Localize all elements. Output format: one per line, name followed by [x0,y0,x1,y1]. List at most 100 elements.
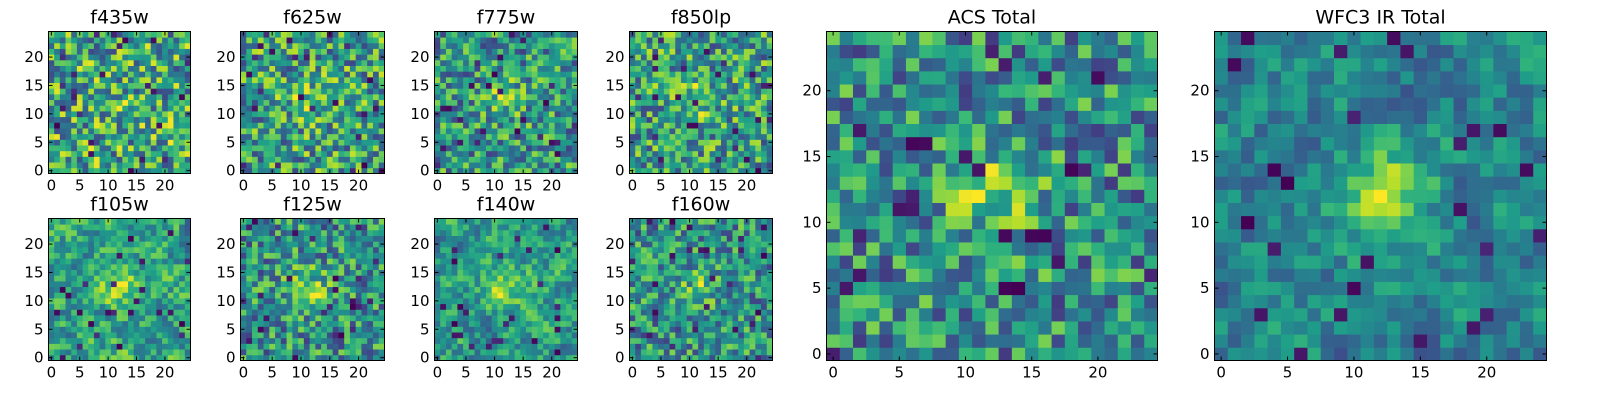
heatmap-cell [269,111,276,118]
heatmap-cell [468,88,475,95]
heatmap-cell [349,99,357,106]
heatmap-cell [173,167,180,174]
heatmap-cell [378,235,385,242]
heatmap-cell [434,65,441,72]
heatmap-cell [173,105,180,112]
heatmap-cell [156,59,163,66]
heatmap-cell [173,71,180,78]
heatmap-cell [703,315,710,322]
heatmap-cell [560,258,567,265]
heatmap-cell [548,309,556,316]
heatmap-cell [378,309,385,316]
heatmap-cell [139,42,146,49]
heatmap-cell [766,76,773,84]
heatmap-cell [71,241,78,248]
heatmap-cell [71,99,78,106]
heatmap-cell [635,167,642,174]
heatmap-cell [463,332,470,339]
heatmap-cell [99,48,106,55]
heatmap-cell [184,65,191,72]
heatmap-cell [686,48,693,55]
heatmap-cell [280,354,287,361]
heatmap-cell [571,280,578,288]
heatmap-cell [246,156,253,163]
heatmap-cell [54,309,61,316]
heatmap-cell [566,139,573,146]
heatmap-cell [105,65,112,72]
heatmap-cell [468,258,475,265]
heatmap-cell [179,162,186,169]
heatmap-cell [179,82,186,89]
heatmap-cell [434,315,441,322]
heatmap-cell [110,82,118,89]
heatmap-cell [286,337,293,344]
heatmap-cell [133,263,140,271]
heatmap-cell [133,246,140,253]
heatmap-cell [59,111,66,118]
heatmap-cell [372,337,380,344]
heatmap-cell [445,116,453,123]
heatmap-cell [663,122,670,129]
heatmap-cell [110,326,118,333]
heatmap-cell [110,71,118,78]
heatmap-cell [635,54,642,61]
heatmap-cell [726,105,733,112]
heatmap-cell [680,280,688,288]
heatmap-cell [105,76,112,84]
heatmap-cell [526,309,533,316]
heatmap-cell [445,37,453,44]
heatmap-cell [686,128,693,135]
heatmap-cell [571,235,578,242]
heatmap-cell [110,37,118,44]
heatmap-cell [468,263,475,271]
heatmap-cell [497,218,504,225]
heatmap-cell [468,315,475,322]
heatmap-cell [698,116,705,123]
heatmap-cell [65,292,72,299]
heatmap-cell [367,59,374,66]
y-tick-label: 15 [24,76,43,94]
heatmap-cell [520,349,527,356]
heatmap-cell [372,241,380,248]
heatmap-cell [76,88,83,95]
heatmap-cell [128,150,135,157]
heatmap-cell [71,326,78,333]
heatmap-cell [252,145,259,152]
heatmap-cell [298,349,305,356]
heatmap-cell [480,354,487,361]
heatmap-cell [145,42,152,49]
heatmap-cell [338,162,345,169]
heatmap-cell [560,229,567,236]
heatmap-cell [749,105,756,112]
heatmap-cell [128,343,135,350]
heatmap-cell [732,332,739,339]
heatmap-cell [240,88,247,95]
heatmap-cell [332,42,339,49]
heatmap-cell [349,269,357,276]
heatmap-cell [286,252,293,259]
heatmap-cell [646,332,653,339]
heatmap-cell [105,122,112,129]
heatmap-cell [269,105,276,112]
heatmap-cell [755,354,762,361]
heatmap-cell [110,315,118,322]
heatmap-cell [485,42,493,49]
heatmap-cell [680,116,688,123]
heatmap-cell [463,349,470,356]
heatmap-cell [692,162,699,169]
heatmap-cell [128,303,135,310]
heatmap-cell [162,343,169,350]
heatmap-cell [491,349,498,356]
heatmap-cell [514,320,521,327]
heatmap-cell [156,111,163,118]
heatmap-cell [571,116,578,123]
heatmap-cell [128,105,135,112]
heatmap-cell [309,139,316,146]
heatmap-cell [732,59,739,66]
heatmap-cell [292,332,299,339]
heatmap-cell [269,54,276,61]
heatmap-cell [372,156,380,163]
heatmap-cell [145,343,152,350]
heatmap-cell [543,326,550,333]
